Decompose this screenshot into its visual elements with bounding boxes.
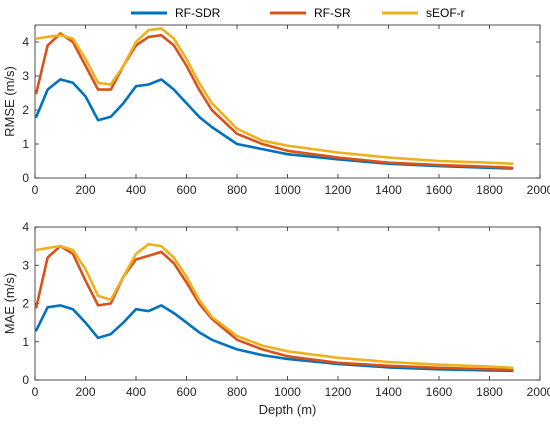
x-tick-label: 0 [32,183,39,197]
x-tick-label: 1000 [274,385,301,399]
y-axis-label: MAE (m/s) [2,273,17,334]
y-tick-label: 1 [22,335,29,349]
x-tick-label: 200 [75,385,95,399]
x-tick-label: 1400 [375,385,402,399]
x-tick-label: 1800 [476,385,503,399]
x-tick-label: 200 [75,183,95,197]
series-line-seof-r [34,27,514,165]
y-tick-label: 2 [22,103,29,117]
x-tick-label: 0 [32,385,39,399]
x-tick-label: 600 [176,183,196,197]
x-tick-label: 1200 [325,183,352,197]
series-line-seof-r [34,242,514,370]
y-tick-label: 1 [22,137,29,151]
series-line-rf-sdr [34,304,514,373]
y-tick-label: 3 [22,258,29,272]
x-tick-label: 1000 [274,183,301,197]
x-tick-label: 400 [126,183,146,197]
x-tick-label: 800 [227,183,247,197]
x-tick-label: 1600 [426,385,453,399]
x-tick-label: 1400 [375,183,402,197]
y-axis-label: RMSE (m/s) [2,66,17,137]
x-tick-label: 1200 [325,385,352,399]
x-tick-label: 1800 [476,183,503,197]
x-tick-label: 800 [227,385,247,399]
series-line-rf-sr [34,244,514,372]
legend-label-seof-r: sEOF-r [426,6,465,20]
x-tick-label: 400 [126,385,146,399]
y-tick-label: 3 [22,69,29,83]
y-tick-label: 4 [22,220,29,234]
series-line-rf-sdr [34,78,514,170]
y-tick-label: 2 [22,297,29,311]
legend-label-rf-sr: RF-SR [314,6,351,20]
series-line-rf-sr [34,32,514,170]
y-tick-label: 0 [22,373,29,387]
legend: RF-SDR RF-SR sEOF-r [131,6,465,20]
x-tick-label: 1600 [426,183,453,197]
y-tick-label: 4 [22,35,29,49]
x-axis-label: Depth (m) [259,402,317,417]
x-tick-label: 600 [176,385,196,399]
legend-label-rf-sdr: RF-SDR [175,6,221,20]
y-tick-label: 0 [22,171,29,185]
